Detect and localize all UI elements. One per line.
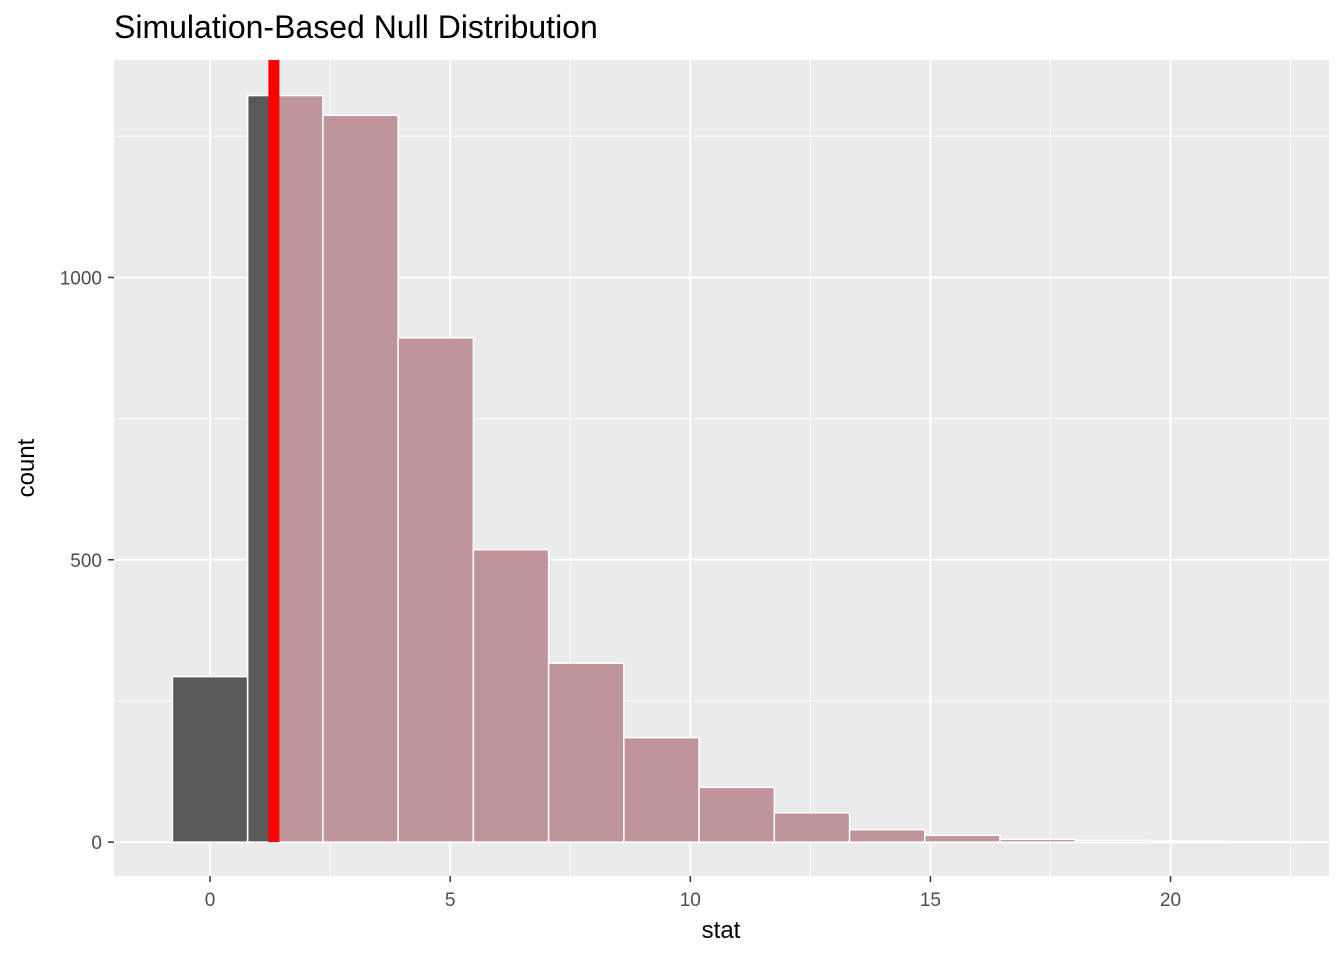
y-tick-label: 0 — [91, 833, 102, 854]
histogram-bar — [246, 94, 271, 843]
histogram-bar — [999, 838, 1077, 843]
histogram-bar — [623, 736, 700, 843]
x-tick-label: 20 — [1160, 890, 1181, 911]
x-tick-label: 15 — [920, 890, 941, 911]
x-axis-ticks: 0 5 10 15 20 — [205, 876, 1181, 911]
histogram-bar — [547, 662, 625, 843]
histogram-bar — [1149, 840, 1227, 843]
histogram-bar — [472, 548, 550, 843]
y-tick-label: 500 — [70, 551, 102, 572]
histogram-bar — [171, 675, 249, 843]
x-axis-title: stat — [702, 917, 741, 944]
histogram-bar — [924, 834, 1001, 843]
y-axis-ticks: 0 500 1000 — [60, 268, 114, 854]
histogram-bar — [698, 786, 776, 843]
histogram-bar — [1224, 840, 1302, 843]
x-tick-label: 5 — [445, 890, 456, 911]
histogram-bar — [322, 114, 399, 843]
chart-title: Simulation-Based Null Distribution — [114, 9, 598, 45]
histogram-bars — [171, 94, 1302, 843]
histogram-bar — [848, 828, 926, 843]
y-tick-label: 1000 — [60, 268, 102, 289]
y-axis-title: count — [13, 438, 40, 497]
histogram-bar — [1074, 839, 1152, 843]
histogram-bar — [773, 812, 851, 843]
x-tick-label: 0 — [205, 890, 216, 911]
histogram-bar — [397, 337, 475, 843]
x-tick-label: 10 — [680, 890, 701, 911]
